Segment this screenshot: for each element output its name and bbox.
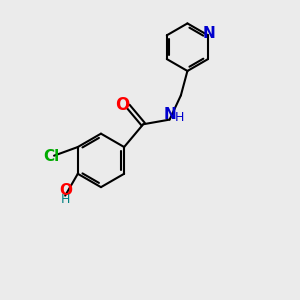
Text: N: N: [164, 107, 177, 122]
Text: N: N: [203, 26, 216, 41]
Text: H: H: [61, 193, 70, 206]
Text: O: O: [59, 183, 72, 198]
Text: H: H: [174, 111, 184, 124]
Text: Cl: Cl: [43, 149, 59, 164]
Text: O: O: [116, 96, 130, 114]
